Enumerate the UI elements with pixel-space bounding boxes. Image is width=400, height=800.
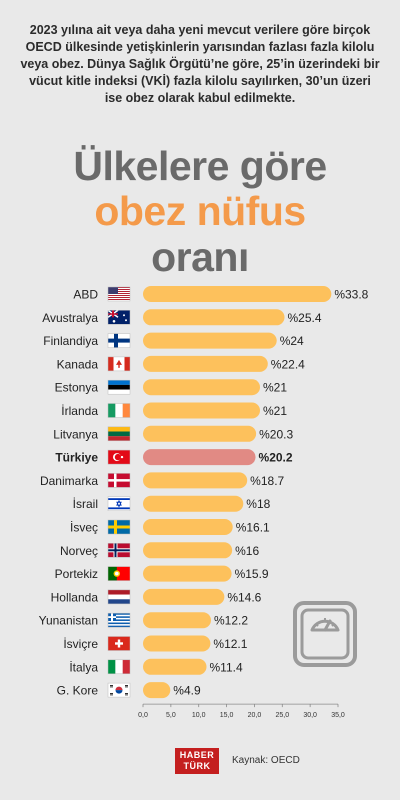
lt-flag-icon — [107, 426, 131, 442]
il-flag-icon — [107, 496, 131, 511]
category-label: Portekiz — [55, 567, 98, 581]
bar — [143, 565, 232, 582]
bar — [143, 332, 277, 349]
category-label: Avustralya — [42, 311, 98, 325]
se-flag-icon — [107, 519, 131, 535]
ie-flag-icon — [107, 403, 131, 418]
category-label: Yunanistan — [39, 614, 98, 628]
category-label: ABD — [73, 288, 98, 302]
category-label: Litvanya — [53, 427, 98, 441]
bar — [143, 495, 244, 512]
value-label: %21 — [263, 381, 287, 395]
x-tick-label: 10,0 — [192, 712, 206, 719]
category-label: İsviçre — [63, 637, 98, 651]
bar — [143, 402, 260, 419]
value-label: %21 — [263, 404, 287, 418]
category-label: İsveç — [70, 521, 98, 535]
value-label: %24 — [280, 334, 304, 348]
logo-line-2: TÜRK — [183, 761, 211, 771]
fi-flag-icon — [107, 333, 131, 348]
x-tick-label: 25,0 — [275, 712, 289, 719]
value-label: %15.9 — [235, 567, 269, 581]
value-label: %12.1 — [213, 637, 247, 651]
category-label: G. Kore — [57, 684, 99, 698]
category-label: Norveç — [60, 544, 98, 558]
category-label: Estonya — [55, 381, 99, 395]
category-label: Finlandiya — [43, 334, 98, 348]
value-label: %22.4 — [271, 357, 305, 371]
category-label: İtalya — [69, 660, 98, 674]
title-line-3: oranı — [151, 234, 249, 280]
value-label: %14.6 — [227, 590, 261, 604]
dk-flag-icon — [107, 473, 131, 488]
title-line-1: Ülkelere göre — [73, 143, 327, 189]
x-tick-label: 20,0 — [248, 712, 262, 719]
category-label: İsrail — [73, 497, 98, 511]
x-tick-label: 0,0 — [138, 712, 148, 719]
bar — [143, 519, 233, 535]
value-label: %12.2 — [214, 614, 248, 628]
bar — [143, 542, 233, 559]
category-label: Danimarka — [40, 474, 98, 488]
us-flag-icon — [107, 286, 131, 302]
ch-flag-icon — [107, 636, 131, 651]
x-tick-label: 5,0 — [166, 712, 176, 719]
au-flag-icon — [107, 309, 131, 325]
bar-chart: ABD %33.8 Avustralya %25.4 Finlandiya %24 Kana… — [39, 286, 369, 719]
x-tick-label: 15,0 — [220, 712, 234, 719]
bar — [143, 355, 268, 372]
kr-flag-icon — [107, 682, 131, 698]
source-text: Kaynak: OECD — [232, 755, 300, 766]
value-label: %18 — [246, 497, 270, 511]
tr-flag-icon — [107, 449, 131, 465]
value-label: %20.2 — [259, 451, 293, 465]
value-label: %33.8 — [334, 288, 368, 302]
pt-flag-icon — [107, 566, 131, 581]
bar — [143, 472, 248, 489]
logo-line-1: HABER — [179, 750, 215, 760]
nl-flag-icon — [107, 589, 131, 605]
no-flag-icon — [107, 543, 131, 558]
it-flag-icon — [107, 659, 131, 675]
gr-flag-icon — [107, 612, 131, 628]
bar — [143, 309, 285, 326]
bar — [143, 425, 257, 442]
bar — [143, 379, 260, 396]
title-line-2: obez nüfus — [94, 188, 306, 234]
bar — [143, 449, 256, 466]
intro-text: 2023 yılına ait veya daha yeni mevcut ve… — [20, 23, 380, 105]
ca-flag-icon — [107, 356, 131, 372]
bar — [143, 286, 332, 302]
value-label: %4.9 — [173, 684, 201, 698]
value-label: %16 — [235, 544, 259, 558]
category-label: İrlanda — [61, 404, 98, 418]
bar — [143, 635, 211, 652]
bar — [143, 612, 211, 629]
scale-icon — [293, 601, 357, 667]
value-label: %25.4 — [288, 311, 322, 325]
bar — [143, 588, 225, 605]
ee-flag-icon — [107, 379, 131, 395]
bar — [143, 682, 171, 699]
value-label: %16.1 — [236, 521, 270, 535]
category-label: Kanada — [57, 357, 99, 371]
x-tick-label: 30,0 — [303, 712, 317, 719]
haberturk-logo: HABER TÜRK — [175, 748, 219, 774]
category-label: Hollanda — [51, 590, 99, 604]
category-label: Türkiye — [55, 451, 98, 465]
bar — [143, 658, 207, 675]
value-label: %20.3 — [259, 427, 293, 441]
x-tick-label: 35,0 — [331, 712, 345, 719]
value-label: %11.4 — [210, 660, 243, 674]
value-label: %18.7 — [250, 474, 284, 488]
